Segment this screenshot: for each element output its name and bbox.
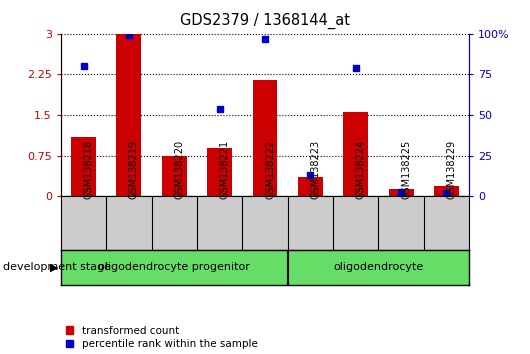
Bar [388,189,413,196]
Bar [434,185,459,196]
Text: GSM138219: GSM138219 [129,140,139,199]
Bar [71,137,96,196]
Legend: transformed count, percentile rank within the sample: transformed count, percentile rank withi… [66,326,258,349]
Text: ▶: ▶ [50,262,58,272]
Text: oligodendrocyte progenitor: oligodendrocyte progenitor [99,262,250,272]
Text: development stage: development stage [3,262,111,272]
Text: GSM138218: GSM138218 [84,140,94,199]
Text: GSM138223: GSM138223 [311,140,320,199]
Bar [162,156,187,196]
Text: GSM138229: GSM138229 [446,140,456,199]
Bar [117,34,142,196]
Bar [252,80,278,196]
Text: GSM138220: GSM138220 [174,140,184,199]
Text: GSM138222: GSM138222 [265,140,275,199]
Text: GSM138224: GSM138224 [356,140,366,199]
Text: oligodendrocyte: oligodendrocyte [333,262,423,272]
Text: GSM138221: GSM138221 [219,140,229,199]
Bar [207,148,232,196]
Bar [298,177,323,196]
Text: GDS2379 / 1368144_at: GDS2379 / 1368144_at [180,12,350,29]
Bar [343,112,368,196]
Text: GSM138225: GSM138225 [401,140,411,199]
